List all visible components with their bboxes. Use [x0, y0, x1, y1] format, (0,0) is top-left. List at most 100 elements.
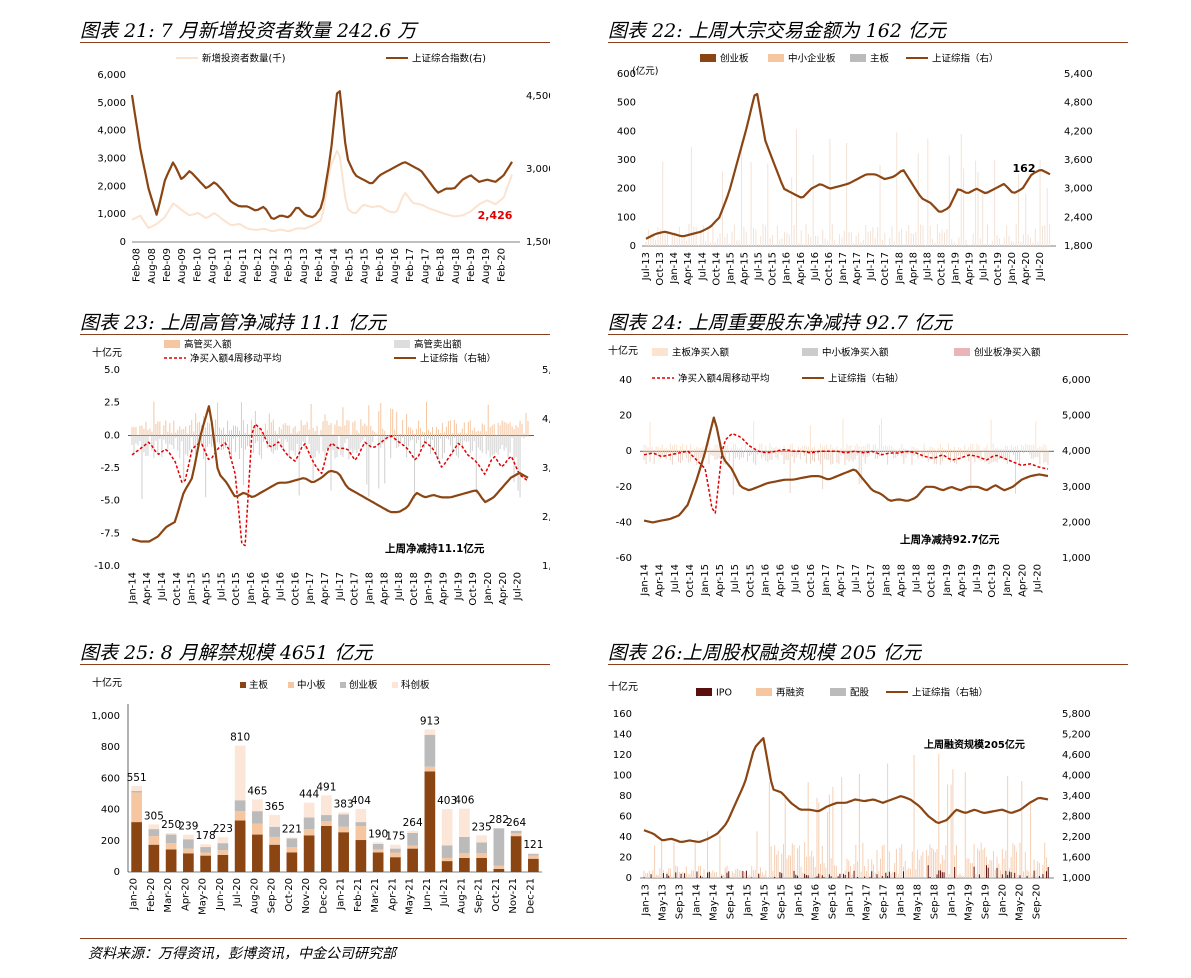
c24-x-axis-tick: Jul-18 — [912, 564, 923, 593]
panel-chart-24: 图表 24: 上周重要股东净减持 92.7 亿元 十亿元 40 20 0 -20 -40 -… — [608, 308, 1128, 608]
c26-x-axis-tick: Jan-19 — [947, 884, 958, 917]
c22-y2-axis-tick: 1,800 — [1064, 241, 1093, 252]
c23-x-axis-tick: Jan-20 — [483, 572, 494, 605]
c25-bar — [234, 820, 246, 872]
c26-y-axis-tick: 40 — [619, 832, 632, 843]
c25-x-tick: Sep-20 — [267, 878, 278, 913]
c26-y2-axis-tick: 1,600 — [1062, 853, 1091, 864]
c24-x-axis-tick: Jul-16 — [791, 564, 802, 593]
c25-y-axis-tick: 200 — [101, 836, 120, 847]
c22-x-axis-tick: Jul-16 — [810, 252, 821, 281]
c26-x-axis-tick: Sep-16 — [828, 884, 839, 919]
c25-bar — [338, 814, 349, 827]
c25-data-label: 491 — [316, 781, 336, 793]
c24-legend-ma-label: 净买入额4周移动平均 — [678, 373, 770, 385]
c23-legend-index-label: 上证综指（右轴） — [420, 353, 496, 365]
c25-bar — [493, 865, 505, 869]
c26-y-axis-tick: 140 — [613, 730, 632, 741]
c26-y2-axis-tick: 5,800 — [1062, 709, 1091, 720]
chart-26-title-rule — [608, 664, 1128, 665]
c25-bar — [407, 845, 418, 849]
c21-y-axis-tick: 0 — [120, 237, 126, 248]
c24-x-axis-tick: Apr-16 — [776, 564, 787, 597]
c25-x-tick: Dec-21 — [525, 878, 536, 914]
c22-y2-axis-tick: 4,800 — [1064, 98, 1093, 109]
chart-25-title: 图表 25: 8 月解禁规模 4651 亿元 — [80, 642, 373, 664]
c25-bar — [459, 857, 470, 872]
chart-22-title-rule — [608, 42, 1128, 43]
c24-annotation: 上周净减持92.7亿元 — [900, 533, 1000, 546]
c25-bar — [424, 734, 436, 767]
chart-26-title: 图表 26:上周股权融资规模 205 亿元 — [608, 642, 921, 664]
c24-series-ma — [643, 432, 1049, 514]
c25-bar — [424, 766, 436, 772]
c23-x-axis-tick: Oct-18 — [409, 572, 420, 606]
c22-x-axis-tick: Apr-15 — [740, 252, 751, 285]
c25-x-tick: Jan-21 — [336, 878, 347, 911]
c23-y-axis-tick: -10.0 — [94, 561, 120, 572]
c23-y-axis-tick: 5.0 — [104, 365, 120, 376]
c25-bar — [183, 848, 194, 854]
c21-x-axis-tick: Feb-10 — [192, 248, 203, 282]
c21-y2-axis-tick: 1,500 — [526, 237, 550, 248]
c22-x-axis-tick: Jan-17 — [838, 252, 849, 285]
c26-x-axis-tick: Jan-16 — [794, 884, 805, 917]
c23-x-axis-tick: Oct-17 — [350, 572, 361, 606]
c25-bar — [148, 824, 160, 830]
c26-legend-refinance-label: 再融资 — [776, 688, 805, 699]
c26-x-axis-tick: May-17 — [862, 884, 873, 921]
c25-x-tick: Nov-21 — [508, 878, 519, 914]
source-footer: 资料来源：万得资讯，彭博资讯，中金公司研究部 — [88, 946, 396, 962]
c25-bar — [200, 844, 211, 848]
c23-x-axis-tick: Oct-15 — [231, 572, 242, 606]
c21-x-axis-tick: Aug-18 — [451, 248, 462, 284]
c25-bar — [355, 825, 367, 841]
c25-bar — [459, 836, 470, 854]
c24-x-axis-tick: Apr-20 — [1017, 564, 1028, 597]
c25-x-tick: Aug-21 — [456, 878, 467, 914]
c25-bar — [252, 834, 263, 872]
c25-legend-label: 创业板 — [349, 679, 378, 691]
c23-series-index — [131, 405, 529, 543]
c25-bar — [390, 848, 401, 853]
chart-24-svg: 十亿元 40 20 0 -20 -40 -60 6,000 5,000 4,000 3,000 2,0… — [608, 344, 1091, 598]
c22-y-axis-tick: 400 — [617, 126, 636, 137]
c24-x-axis-tick: Jan-16 — [760, 564, 771, 597]
c25-legend-swatch — [392, 682, 398, 688]
c22-x-axis-tick: Apr-20 — [1021, 252, 1032, 285]
c25-data-label: 178 — [196, 830, 216, 842]
c25-bar — [338, 832, 349, 872]
c25-bar — [303, 802, 315, 818]
c21-x-axis-tick: Feb-09 — [162, 248, 173, 282]
c23-x-axis-tick: Apr-16 — [261, 572, 272, 605]
c25-data-label: 365 — [265, 801, 285, 813]
c21-y-axis-tick: 4,000 — [97, 126, 126, 137]
c22-x-axis-tick: Oct-15 — [768, 252, 779, 286]
c25-bar — [200, 855, 211, 872]
c23-y-axis-tick: 0.0 — [104, 430, 120, 441]
c23-x-axis-tick: Apr-15 — [201, 572, 212, 605]
c23-y2-axis-tick: 2,500 — [542, 512, 550, 523]
c25-data-label: 250 — [161, 819, 181, 831]
c23-x-axis-tick: Oct-14 — [172, 572, 183, 606]
c26-x-axis-tick: May-16 — [811, 884, 822, 921]
c26-y-axis-tick: 160 — [613, 709, 632, 720]
c25-bar — [372, 852, 384, 872]
chart-24-title-rule — [608, 334, 1128, 335]
c22-unit: (亿元) — [632, 65, 658, 77]
c23-x-axis-tick: Jul-20 — [513, 572, 524, 601]
c22-x-axis-tick: Jul-17 — [866, 252, 877, 281]
c22-y-axis-tick: 100 — [617, 212, 636, 223]
c24-x-axis-tick: Oct-17 — [866, 564, 877, 598]
c25-bar — [510, 830, 522, 833]
c22-x-axis-tick: Jul-20 — [1035, 252, 1046, 281]
c25-legend-label: 中小板 — [297, 679, 326, 691]
c26-y2-axis-tick: 4,000 — [1062, 771, 1091, 782]
c22-legend-main-swatch — [850, 54, 866, 62]
c24-legend-sme-swatch — [802, 348, 818, 356]
c25-y-axis-tick: 1,000 — [91, 711, 120, 722]
c23-x-axis-tick: Oct-19 — [468, 572, 479, 606]
c23-x-axis-tick: Jul-14 — [157, 572, 168, 601]
c26-y-axis-tick: 100 — [613, 771, 632, 782]
c25-bar — [441, 861, 453, 872]
